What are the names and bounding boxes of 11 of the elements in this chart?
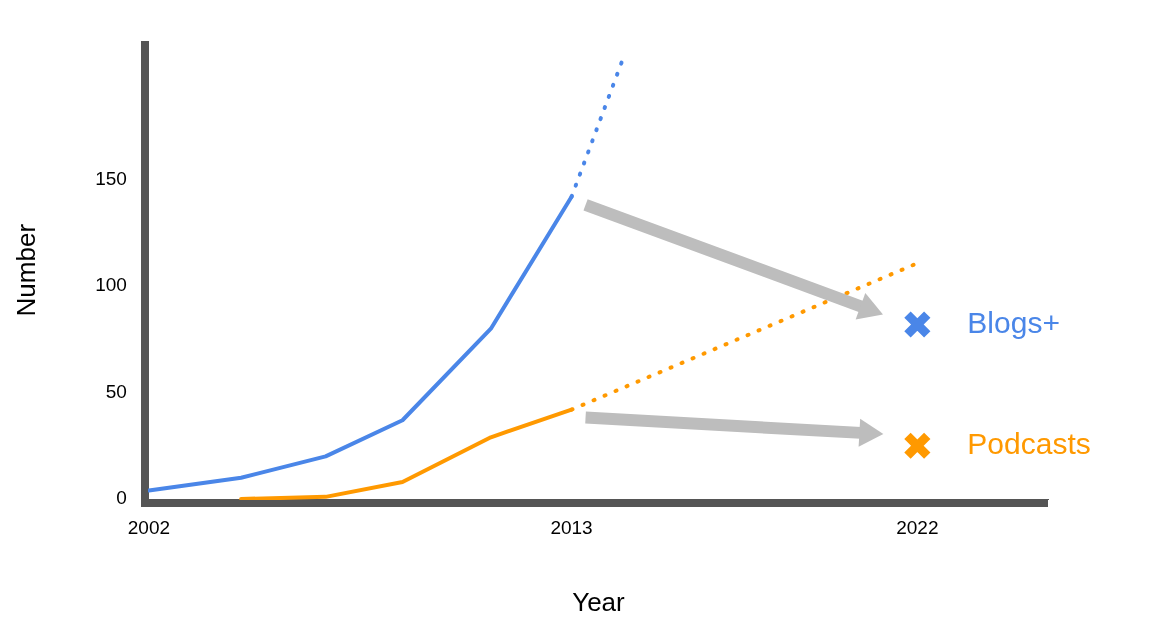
y-tick-label: 0: [116, 487, 127, 509]
y-axis-title: Number: [10, 223, 41, 317]
x-axis-title: Year: [572, 586, 626, 617]
y-tick-label: 50: [105, 380, 127, 402]
series-label: Blogs+: [967, 305, 1060, 339]
x-tick-label: 2022: [896, 516, 939, 538]
series-label: Podcasts: [967, 427, 1091, 461]
x-tick-label: 2013: [550, 516, 593, 538]
y-tick-label: 150: [95, 167, 127, 189]
y-tick-label: 100: [95, 274, 127, 296]
x-tick-label: 2002: [127, 516, 171, 538]
